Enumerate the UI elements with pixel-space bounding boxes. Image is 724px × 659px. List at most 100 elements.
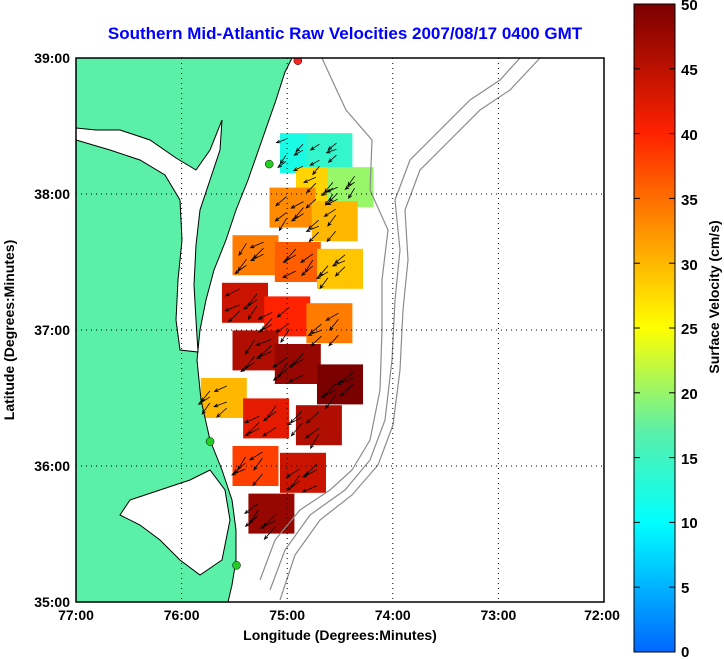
velocity-arrow — [248, 509, 259, 525]
chart-title: Southern Mid-Atlantic Raw Velocities 200… — [108, 24, 583, 43]
velocity-arrow — [309, 159, 320, 166]
velocity-arrow — [305, 198, 317, 209]
velocity-arrow — [305, 463, 318, 476]
velocity-arrow — [262, 427, 277, 437]
velocity-arrow — [290, 474, 301, 489]
station-marker — [293, 58, 303, 65]
velocity-arrow — [257, 312, 273, 320]
velocity-arrow — [307, 219, 319, 230]
velocity-arrow — [309, 323, 322, 334]
colorbar-tick-label: 45 — [681, 62, 698, 79]
velocity-arrow — [290, 201, 304, 209]
velocity-arrow — [258, 345, 272, 358]
velocity-arrow — [275, 138, 287, 144]
y-tick-label: 35:00 — [34, 594, 70, 610]
velocity-arrow — [347, 175, 355, 187]
velocity-arrow — [305, 411, 320, 424]
y-axis-label: Latitude (Degrees:Minutes) — [1, 240, 17, 420]
colorbar-tick-label: 10 — [681, 515, 698, 532]
velocity-arrow — [344, 181, 355, 190]
velocity-arrow — [312, 165, 320, 176]
velocity-arrow — [324, 395, 337, 410]
velocity-arrow — [240, 362, 255, 373]
velocity-cell — [295, 405, 342, 446]
velocity-arrow — [224, 288, 241, 297]
velocity-arrow — [326, 186, 338, 193]
velocity-arrow — [334, 266, 346, 277]
y-tick-label: 36:00 — [34, 458, 70, 474]
velocity-arrow — [213, 401, 227, 408]
colorbar-tick-label: 30 — [681, 257, 698, 274]
plot-area — [75, 57, 605, 603]
colorbar-label: Surface Velocity (cm/s) — [706, 220, 722, 373]
velocity-arrow — [285, 248, 297, 261]
velocity-arrow — [310, 335, 322, 347]
velocity-arrow — [243, 356, 255, 370]
x-tick-label: 73:00 — [480, 607, 516, 623]
velocity-arrow — [331, 260, 346, 267]
velocity-arrow — [320, 389, 337, 399]
velocity-arrow — [323, 383, 337, 397]
velocity-arrow — [213, 385, 227, 392]
velocity-arrow — [327, 214, 337, 227]
velocity-arrow — [306, 182, 317, 194]
velocity-arrow — [272, 357, 288, 368]
velocity-arrow — [290, 422, 303, 437]
velocity-cell — [232, 330, 279, 371]
velocity-cell — [243, 398, 290, 439]
velocity-cell — [280, 452, 326, 493]
velocity-cell — [222, 282, 268, 323]
x-axis-label: Longitude (Degrees:Minutes) — [243, 627, 437, 643]
velocity-arrow — [274, 212, 287, 222]
station-marker — [264, 159, 274, 169]
hf-radar-stations — [205, 58, 303, 570]
plot-frame — [75, 57, 605, 603]
velocity-arrow — [255, 351, 272, 359]
pamlico-sound — [119, 469, 231, 576]
velocity-arrow — [277, 160, 287, 169]
velocity-arrow — [327, 154, 337, 163]
colorbar-tick-label: 20 — [681, 386, 698, 403]
velocity-arrow — [280, 329, 290, 343]
y-axis: 39:00 38:00 37:00 36:00 35:00 Latitude (… — [1, 50, 70, 610]
velocity-arrow — [309, 433, 320, 450]
y-tick-label: 37:00 — [34, 322, 70, 338]
x-tick-label: 76:00 — [164, 607, 200, 623]
velocity-arrow — [288, 358, 304, 368]
velocity-arrow — [325, 312, 339, 321]
velocity-arrow — [237, 258, 247, 272]
velocity-arrow — [279, 154, 287, 165]
velocity-arrow — [300, 253, 314, 264]
velocity-arrow — [289, 410, 303, 424]
velocity-arrow — [246, 293, 258, 308]
velocity-arrow — [224, 304, 241, 312]
velocity-arrow — [247, 305, 258, 321]
velocity-arrow — [309, 143, 320, 151]
bathymetry-contour — [279, 58, 541, 601]
velocity-arrow — [244, 515, 259, 527]
velocity-arrow — [318, 265, 329, 277]
velocity-arrow — [290, 213, 304, 222]
velocity-arrow — [249, 253, 264, 262]
velocity-arrow — [237, 456, 246, 471]
velocity-arrow — [266, 405, 277, 419]
velocity-arrow — [305, 427, 320, 439]
colorbar-tick-label: 40 — [681, 127, 698, 144]
grid-lines — [76, 58, 604, 602]
velocity-arrow — [326, 198, 338, 206]
velocity-arrow — [301, 469, 318, 478]
velocity-arrow — [200, 390, 211, 403]
velocity-arrow — [249, 451, 263, 461]
colorbar: 50 45 40 35 30 25 20 15 10 5 0 Surface V… — [633, 0, 722, 659]
velocity-arrow — [252, 473, 263, 487]
velocity-arrow — [244, 428, 260, 437]
velocity-arrow — [319, 277, 329, 290]
velocity-cell — [274, 242, 321, 282]
velocity-arrow — [324, 193, 334, 206]
colorbar-tick-label: 15 — [681, 451, 698, 468]
velocity-cell — [274, 344, 321, 384]
velocity-arrow — [286, 416, 303, 426]
velocity-arrow — [304, 259, 314, 274]
velocity-arrow — [295, 143, 304, 153]
velocity-arrow — [339, 384, 354, 397]
